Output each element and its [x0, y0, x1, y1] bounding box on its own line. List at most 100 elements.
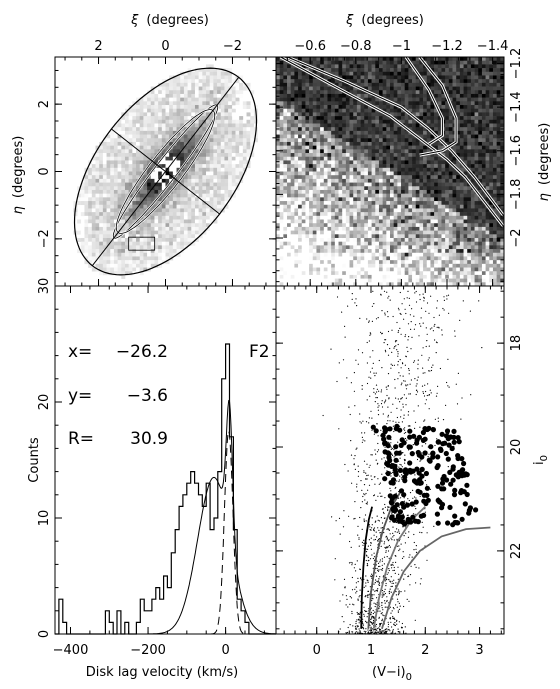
- field-star: [374, 521, 376, 523]
- field-star: [365, 628, 367, 630]
- field-star: [422, 392, 425, 394]
- field-star: [455, 383, 457, 385]
- field-star: [402, 403, 404, 405]
- field-star: [353, 567, 355, 569]
- rgb-star: [424, 492, 430, 498]
- field-star: [405, 388, 408, 390]
- field-star: [390, 564, 392, 566]
- field-star: [387, 509, 389, 512]
- field-star: [413, 361, 415, 363]
- field-star: [460, 418, 462, 420]
- field-star: [399, 312, 401, 315]
- field-star: [379, 559, 381, 561]
- x-tick-label: 1: [367, 643, 375, 658]
- field-star: [345, 604, 347, 606]
- field-star: [377, 462, 379, 464]
- field-star: [379, 630, 381, 632]
- rgb-star: [389, 500, 395, 506]
- field-star: [343, 510, 345, 512]
- field-star: [395, 582, 397, 584]
- field-star: [361, 436, 363, 438]
- field-star: [400, 477, 402, 479]
- field-star: [351, 298, 353, 300]
- field-star: [397, 566, 399, 568]
- field-star: [359, 413, 361, 415]
- field-star: [381, 458, 383, 460]
- field-star: [393, 608, 395, 610]
- field-star: [392, 615, 394, 618]
- field-star: [367, 594, 369, 596]
- field-star: [349, 603, 351, 605]
- field-star: [357, 625, 359, 627]
- field-star: [397, 364, 399, 366]
- field-star: [354, 501, 356, 503]
- field-star: [415, 551, 418, 554]
- field-star: [360, 507, 362, 509]
- field-star: [394, 346, 396, 348]
- field-star: [389, 630, 391, 632]
- field-star: [354, 517, 356, 520]
- field-star: [422, 293, 424, 295]
- field-star: [368, 320, 370, 322]
- field-star: [459, 319, 461, 321]
- field-star: [358, 538, 360, 540]
- field-star: [369, 464, 371, 466]
- field-star: [389, 521, 391, 523]
- field-star: [384, 312, 386, 314]
- rgb-star: [435, 520, 441, 526]
- rgb-star: [405, 516, 411, 522]
- field-star: [355, 586, 357, 588]
- field-star: [392, 315, 394, 318]
- field-star: [410, 328, 412, 330]
- field-star: [408, 373, 410, 375]
- field-star: [406, 598, 408, 601]
- field-star: [403, 535, 405, 537]
- field-star: [358, 545, 360, 547]
- field-star: [355, 359, 357, 361]
- field-star: [405, 404, 407, 406]
- field-star: [391, 454, 394, 456]
- field-star: [373, 530, 375, 532]
- sky-map-panel: 2 0 −2 2 0 −2: [37, 39, 277, 287]
- field-star: [404, 454, 406, 456]
- rgb-star: [455, 455, 461, 462]
- field-star: [369, 526, 371, 528]
- field-star: [386, 538, 388, 540]
- field-star: [404, 590, 406, 592]
- field-star: [371, 478, 373, 481]
- field-star: [378, 578, 380, 580]
- rgb-star: [394, 423, 400, 429]
- field-star: [387, 626, 389, 628]
- field-star: [371, 623, 373, 625]
- field-star: [404, 380, 406, 382]
- field-star: [375, 632, 377, 634]
- field-star: [398, 497, 400, 499]
- field-star: [406, 346, 408, 348]
- field-star: [380, 331, 382, 333]
- field-star: [434, 339, 436, 341]
- field-star: [445, 404, 447, 406]
- field-star: [373, 529, 375, 531]
- field-star: [411, 556, 413, 558]
- zoommap-xlabel: ξ (degrees): [345, 13, 424, 28]
- field-star: [462, 300, 464, 302]
- field-star: [389, 299, 391, 301]
- y-tick-label: 10: [37, 510, 52, 527]
- field-star: [375, 459, 377, 461]
- field-star: [457, 372, 459, 374]
- field-star: [388, 397, 390, 399]
- field-star: [347, 606, 349, 608]
- field-star: [394, 624, 396, 627]
- field-star: [446, 381, 448, 384]
- field-star: [456, 403, 459, 405]
- field-star: [410, 565, 412, 567]
- field-star: [387, 330, 390, 333]
- histogram-bin: [226, 344, 230, 634]
- field-star: [384, 600, 386, 602]
- rgb-star: [411, 433, 417, 439]
- field-star: [350, 454, 353, 456]
- field-star: [390, 446, 392, 448]
- field-star: [378, 359, 380, 362]
- field-star: [377, 569, 379, 572]
- field-star: [373, 303, 375, 305]
